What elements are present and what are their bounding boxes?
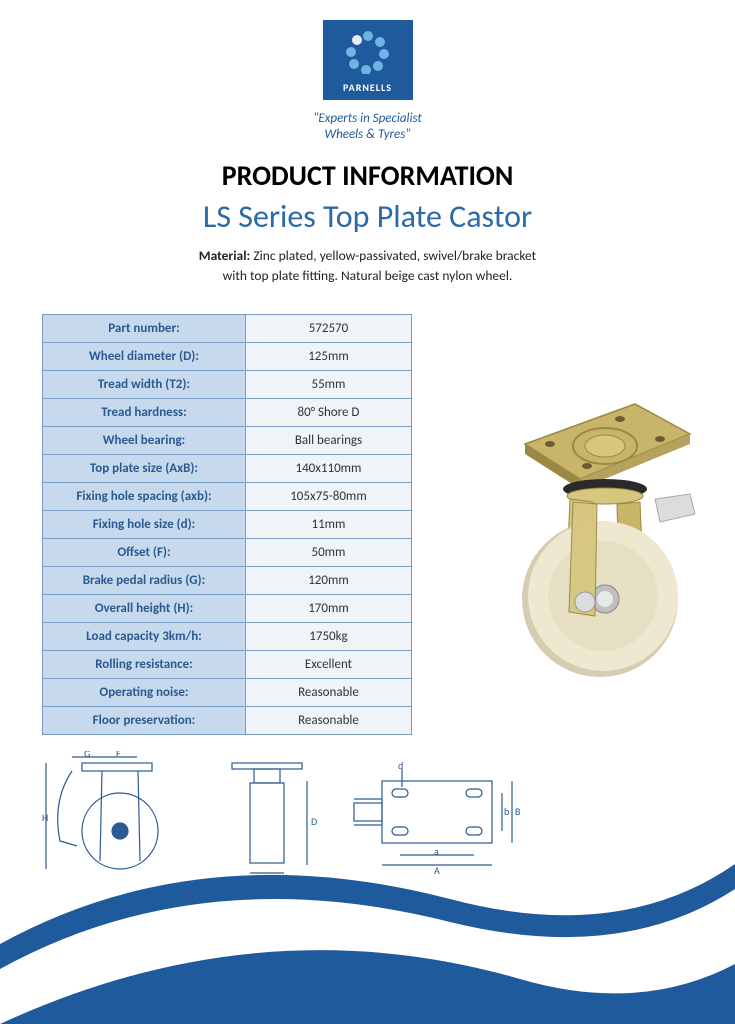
table-row: Load capacity 3km/h:1750kg — [43, 623, 412, 651]
spec-value: 55mm — [245, 371, 411, 399]
table-row: Wheel bearing:Ball bearings — [43, 427, 412, 455]
table-row: Wheel diameter (D):125mm — [43, 343, 412, 371]
spec-key: Part number: — [43, 315, 246, 343]
spec-key: Top plate size (AxB): — [43, 455, 246, 483]
svg-text:T2: T2 — [260, 873, 269, 881]
spec-value: 125mm — [245, 343, 411, 371]
svg-text:A: A — [434, 864, 440, 877]
spec-key: Rolling resistance: — [43, 651, 246, 679]
table-row: Tread hardness:80° Shore D — [43, 399, 412, 427]
spec-value: 105x75-80mm — [245, 483, 411, 511]
product-subtitle: LS Series Top Plate Castor — [0, 197, 735, 236]
spec-value: Reasonable — [245, 679, 411, 707]
logo-brand-text: PARNELLS — [323, 81, 413, 94]
spec-value: 50mm — [245, 539, 411, 567]
logo-dots-icon — [346, 30, 390, 74]
svg-text:G: G — [84, 751, 90, 760]
table-row: Tread width (T2):55mm — [43, 371, 412, 399]
table-row: Fixing hole spacing (axb):105x75-80mm — [43, 483, 412, 511]
table-row: Floor preservation:Reasonable — [43, 707, 412, 735]
svg-text:B: B — [515, 805, 521, 818]
spec-value: 140x110mm — [245, 455, 411, 483]
diagram-side-icon: G F H — [42, 751, 182, 881]
table-row: Rolling resistance:Excellent — [43, 651, 412, 679]
spec-key: Overall height (H): — [43, 595, 246, 623]
spec-key: Floor preservation: — [43, 707, 246, 735]
spec-value: 1750kg — [245, 623, 411, 651]
spec-key: Fixing hole spacing (axb): — [43, 483, 246, 511]
table-row: Part number:572570 — [43, 315, 412, 343]
technical-diagrams: G F H D T2 — [0, 751, 735, 881]
table-row: Brake pedal radius (G):120mm — [43, 567, 412, 595]
table-row: Offset (F):50mm — [43, 539, 412, 567]
table-row: Operating noise:Reasonable — [43, 679, 412, 707]
spec-value: 11mm — [245, 511, 411, 539]
page-title: PRODUCT INFORMATION — [0, 158, 735, 193]
svg-text:D: D — [311, 815, 317, 828]
content-row: Part number:572570Wheel diameter (D):125… — [0, 314, 735, 735]
spec-value: Ball bearings — [245, 427, 411, 455]
svg-text:b: b — [504, 805, 509, 818]
spec-value: Excellent — [245, 651, 411, 679]
logo-tagline: "Experts in Specialist Wheels & Tyres" — [0, 111, 735, 144]
table-row: Overall height (H):170mm — [43, 595, 412, 623]
spec-key: Tread hardness: — [43, 399, 246, 427]
spec-key: Operating noise: — [43, 679, 246, 707]
spec-table: Part number:572570Wheel diameter (D):125… — [42, 314, 412, 735]
spec-key: Offset (F): — [43, 539, 246, 567]
spec-key: Brake pedal radius (G): — [43, 567, 246, 595]
spec-key: Load capacity 3km/h: — [43, 623, 246, 651]
diagram-plate-icon: d a A b B — [352, 761, 522, 881]
castor-icon — [445, 394, 705, 684]
spec-value: 80° Shore D — [245, 399, 411, 427]
spec-value: 120mm — [245, 567, 411, 595]
logo-icon: PARNELLS — [323, 20, 413, 100]
product-image-area — [412, 314, 717, 684]
svg-text:H: H — [42, 811, 48, 824]
svg-text:F: F — [116, 751, 121, 760]
spec-key: Tread width (T2): — [43, 371, 246, 399]
spec-key: Fixing hole size (d): — [43, 511, 246, 539]
spec-value: 170mm — [245, 595, 411, 623]
svg-text:a: a — [434, 845, 439, 858]
table-row: Top plate size (AxB):140x110mm — [43, 455, 412, 483]
material-description: Material: Zinc plated, yellow-passivated… — [0, 246, 735, 287]
spec-value: Reasonable — [245, 707, 411, 735]
diagram-front-icon: D T2 — [212, 751, 322, 881]
spec-value: 572570 — [245, 315, 411, 343]
spec-key: Wheel bearing: — [43, 427, 246, 455]
spec-key: Wheel diameter (D): — [43, 343, 246, 371]
svg-text:d: d — [398, 761, 403, 772]
header-logo-area: PARNELLS "Experts in Specialist Wheels &… — [0, 0, 735, 144]
material-label: Material: — [199, 247, 250, 264]
table-row: Fixing hole size (d):11mm — [43, 511, 412, 539]
